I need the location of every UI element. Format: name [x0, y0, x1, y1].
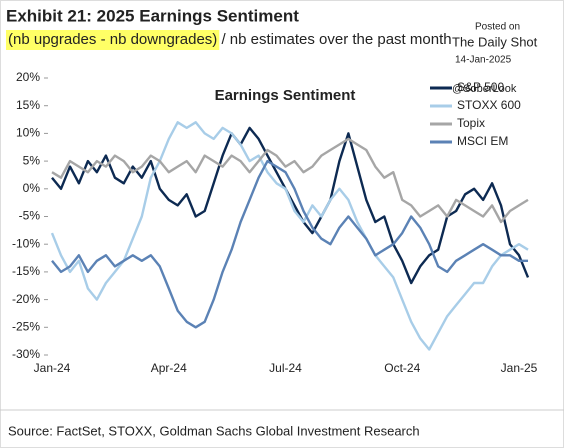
y-tick-label: -25%: [12, 319, 40, 333]
x-tick-label: Oct-24: [384, 361, 420, 375]
x-tick-label: Jan-25: [501, 361, 538, 375]
legend-label: S&P 500: [457, 80, 504, 94]
y-tick-label: -20%: [12, 292, 40, 306]
y-tick-label: 0%: [23, 181, 41, 195]
highlight: [6, 30, 220, 50]
legend-label: Topix: [457, 116, 485, 130]
y-tick-label: 20%: [16, 70, 40, 84]
watermark: @SoberLook: [452, 83, 517, 95]
series-line: [51, 159, 528, 329]
legend-label: STOXX 600: [457, 98, 521, 112]
subtitle: / nb estimates over the past month: [217, 31, 451, 48]
watermark: 14-Jan-2025: [455, 55, 512, 66]
inner-title: Earnings Sentiment: [215, 87, 356, 104]
watermark: Posted on: [475, 22, 520, 33]
x-tick-label: Jan-24: [34, 361, 71, 375]
chart-subtitle: (nb upgrades - nb downgrades) / nb estim…: [8, 31, 452, 48]
y-tick-label: -10%: [12, 236, 40, 250]
y-tick-label: -30%: [12, 347, 40, 361]
subtitle-highlight: (nb upgrades - nb downgrades): [8, 31, 217, 48]
y-tick-label: 15%: [16, 98, 40, 112]
y-tick-label: 5%: [23, 153, 41, 167]
series-line: [50, 121, 529, 351]
watermark: The Daily Shot: [452, 34, 538, 49]
x-tick-label: Jul-24: [269, 361, 302, 375]
source: Source: FactSet, STOXX, Goldman Sachs Gl…: [8, 423, 420, 438]
legend-label: MSCI EM: [457, 134, 508, 148]
y-tick-label: -5%: [19, 209, 41, 223]
series-line: [51, 137, 529, 224]
y-tick-label: -15%: [12, 264, 40, 278]
chart-title: Exhibit 21: 2025 Earnings Sentiment: [6, 6, 299, 25]
x-tick-label: Apr-24: [151, 361, 187, 375]
y-tick-label: 10%: [16, 126, 40, 140]
